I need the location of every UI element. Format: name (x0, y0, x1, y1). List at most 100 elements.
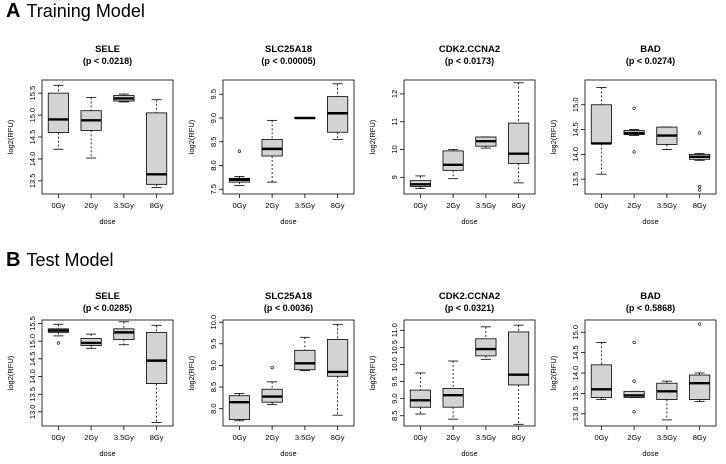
x-tick-label: 3.5Gy (476, 201, 496, 210)
iqr-box (689, 374, 711, 400)
chart-subtitle: (p < 0.00005) (261, 56, 315, 66)
y-axis-label: log2(RFU) (187, 355, 196, 390)
iqr-box (590, 364, 612, 398)
plot-frame (403, 79, 536, 195)
y-tick-label: 12 (390, 90, 399, 98)
y-tick-label: 9.0 (209, 113, 218, 123)
outlier-point (632, 379, 636, 383)
chart-b-slc25a18: SLC25A18(p < 0.0036) 8.0 8.5 9.0 9.5 10.0 0Gy 2… (187, 291, 355, 458)
y-axis-label: log2(RFU) (6, 355, 15, 390)
y-tick-label: 14.5 (28, 130, 37, 145)
chart-b-sele: SELE(p < 0.0285) 13.0 13.5 14.0 14.5 15.0 15.5… (6, 291, 174, 458)
x-tick-label: 8Gy (150, 433, 164, 442)
plot-frame (222, 319, 355, 427)
iqr-box (508, 331, 530, 386)
x-tick-label: 8Gy (512, 201, 526, 210)
y-tick-label: 9.0 (209, 360, 218, 370)
y-tick-label: 14.5 (571, 122, 580, 137)
y-tick-label: 13.0 (571, 406, 580, 421)
y-axis-label: log2(RFU) (368, 355, 377, 390)
y-tick-label: 14.0 (28, 369, 37, 384)
chart-title: SLC25A18 (265, 291, 312, 302)
chart-b-bad: BAD(p < 0.5868) 13.0 13.5 14.0 14.5 15.0 0Gy 2G… (549, 291, 717, 458)
chart-title: CDK2.CCNA2 (439, 44, 500, 55)
y-tick-label: 9 (390, 175, 399, 179)
chart-subtitle: (p < 0.5868) (626, 303, 675, 313)
x-tick-label: 3.5Gy (657, 201, 677, 210)
iqr-box (47, 92, 69, 134)
x-axis-label: dose (461, 217, 477, 226)
iqr-box (442, 150, 464, 171)
x-tick-label: 3.5Gy (114, 433, 134, 442)
y-tick-label: 7.5 (209, 184, 218, 194)
x-axis-label: dose (642, 449, 658, 458)
x-tick-label: 0Gy (594, 201, 608, 210)
x-tick-label: 3.5Gy (295, 201, 315, 210)
iqr-box (146, 331, 168, 384)
iqr-box (294, 349, 316, 371)
y-tick-label: 13.0 (28, 405, 37, 420)
chart-subtitle: (p < 0.0036) (264, 303, 313, 313)
plot-frame (41, 319, 174, 427)
y-tick-label: 10 (390, 145, 399, 153)
y-tick-label: 15.5 (28, 316, 37, 331)
chart-title: BAD (640, 44, 661, 55)
chart-b-cdk2-ccna2: CDK2.CCNA2(p < 0.0321) 8.5 9.0 9.5 10.0 10.5 1… (368, 291, 536, 458)
x-tick-label: 0Gy (232, 433, 246, 442)
y-tick-label: 11.0 (390, 323, 399, 337)
y-tick-label: 9.5 (209, 339, 218, 349)
y-tick-label: 13.5 (28, 387, 37, 402)
x-tick-label: 8Gy (693, 433, 707, 442)
chart-subtitle: (p < 0.0321) (445, 303, 494, 313)
section-a-label: A Training Model (6, 0, 145, 23)
plot-frame (222, 79, 355, 195)
chart-title: SELE (95, 44, 120, 55)
x-tick-label: 8Gy (512, 433, 526, 442)
outlier-point (56, 341, 60, 345)
iqr-box (409, 389, 431, 408)
y-tick-label: 14.5 (571, 345, 580, 360)
y-tick-label: 11 (390, 118, 399, 126)
plot-frame (584, 79, 717, 195)
x-tick-label: 2Gy (84, 201, 98, 210)
chart-title: CDK2.CCNA2 (439, 291, 500, 302)
chart-a-cdk2-ccna2: CDK2.CCNA2(p < 0.0173) 9 10 11 12 0Gy 2Gy 3.5Gy… (368, 44, 536, 226)
y-tick-label: 8.0 (209, 403, 218, 413)
iqr-box (590, 104, 612, 144)
iqr-box (146, 112, 168, 185)
x-tick-label: 0Gy (413, 433, 427, 442)
x-axis-label: dose (99, 217, 115, 226)
x-tick-label: 0Gy (232, 201, 246, 210)
outlier-point (698, 131, 702, 135)
y-tick-label: 15.5 (28, 86, 37, 101)
x-tick-label: 3.5Gy (476, 433, 496, 442)
y-tick-label: 14.0 (571, 147, 580, 162)
chart-title: SELE (95, 291, 120, 302)
x-axis-label: dose (99, 449, 115, 458)
outlier-point (632, 340, 636, 345)
y-axis-label: log2(RFU) (187, 119, 196, 154)
x-tick-label: 2Gy (265, 433, 279, 442)
y-tick-label: 8.5 (209, 137, 218, 147)
y-axis-label: log2(RFU) (6, 119, 15, 154)
x-axis-label: dose (642, 217, 658, 226)
x-tick-label: 8Gy (150, 201, 164, 210)
x-tick-label: 0Gy (413, 201, 427, 210)
outlier-point (698, 322, 702, 326)
iqr-box (475, 338, 497, 357)
y-tick-label: 10.5 (390, 340, 399, 355)
chart-a-bad: BAD(p < 0.0274) 13.5 14.0 14.5 15.0 0Gy 2Gy 3.5… (549, 44, 717, 226)
outlier-point (632, 150, 636, 154)
chart-title: BAD (640, 291, 661, 302)
x-tick-label: 3.5Gy (114, 201, 134, 210)
x-tick-label: 2Gy (627, 433, 641, 442)
section-b-title: Test Model (26, 250, 114, 270)
y-tick-label: 9.5 (209, 89, 218, 99)
chart-subtitle: (p < 0.0173) (445, 56, 494, 66)
y-tick-label: 14.0 (28, 152, 37, 167)
x-tick-label: 2Gy (446, 433, 460, 442)
section-b-letter: B (6, 249, 21, 271)
x-tick-label: 3.5Gy (295, 433, 315, 442)
x-axis-label: dose (280, 217, 296, 226)
y-tick-label: 15.0 (28, 108, 37, 123)
